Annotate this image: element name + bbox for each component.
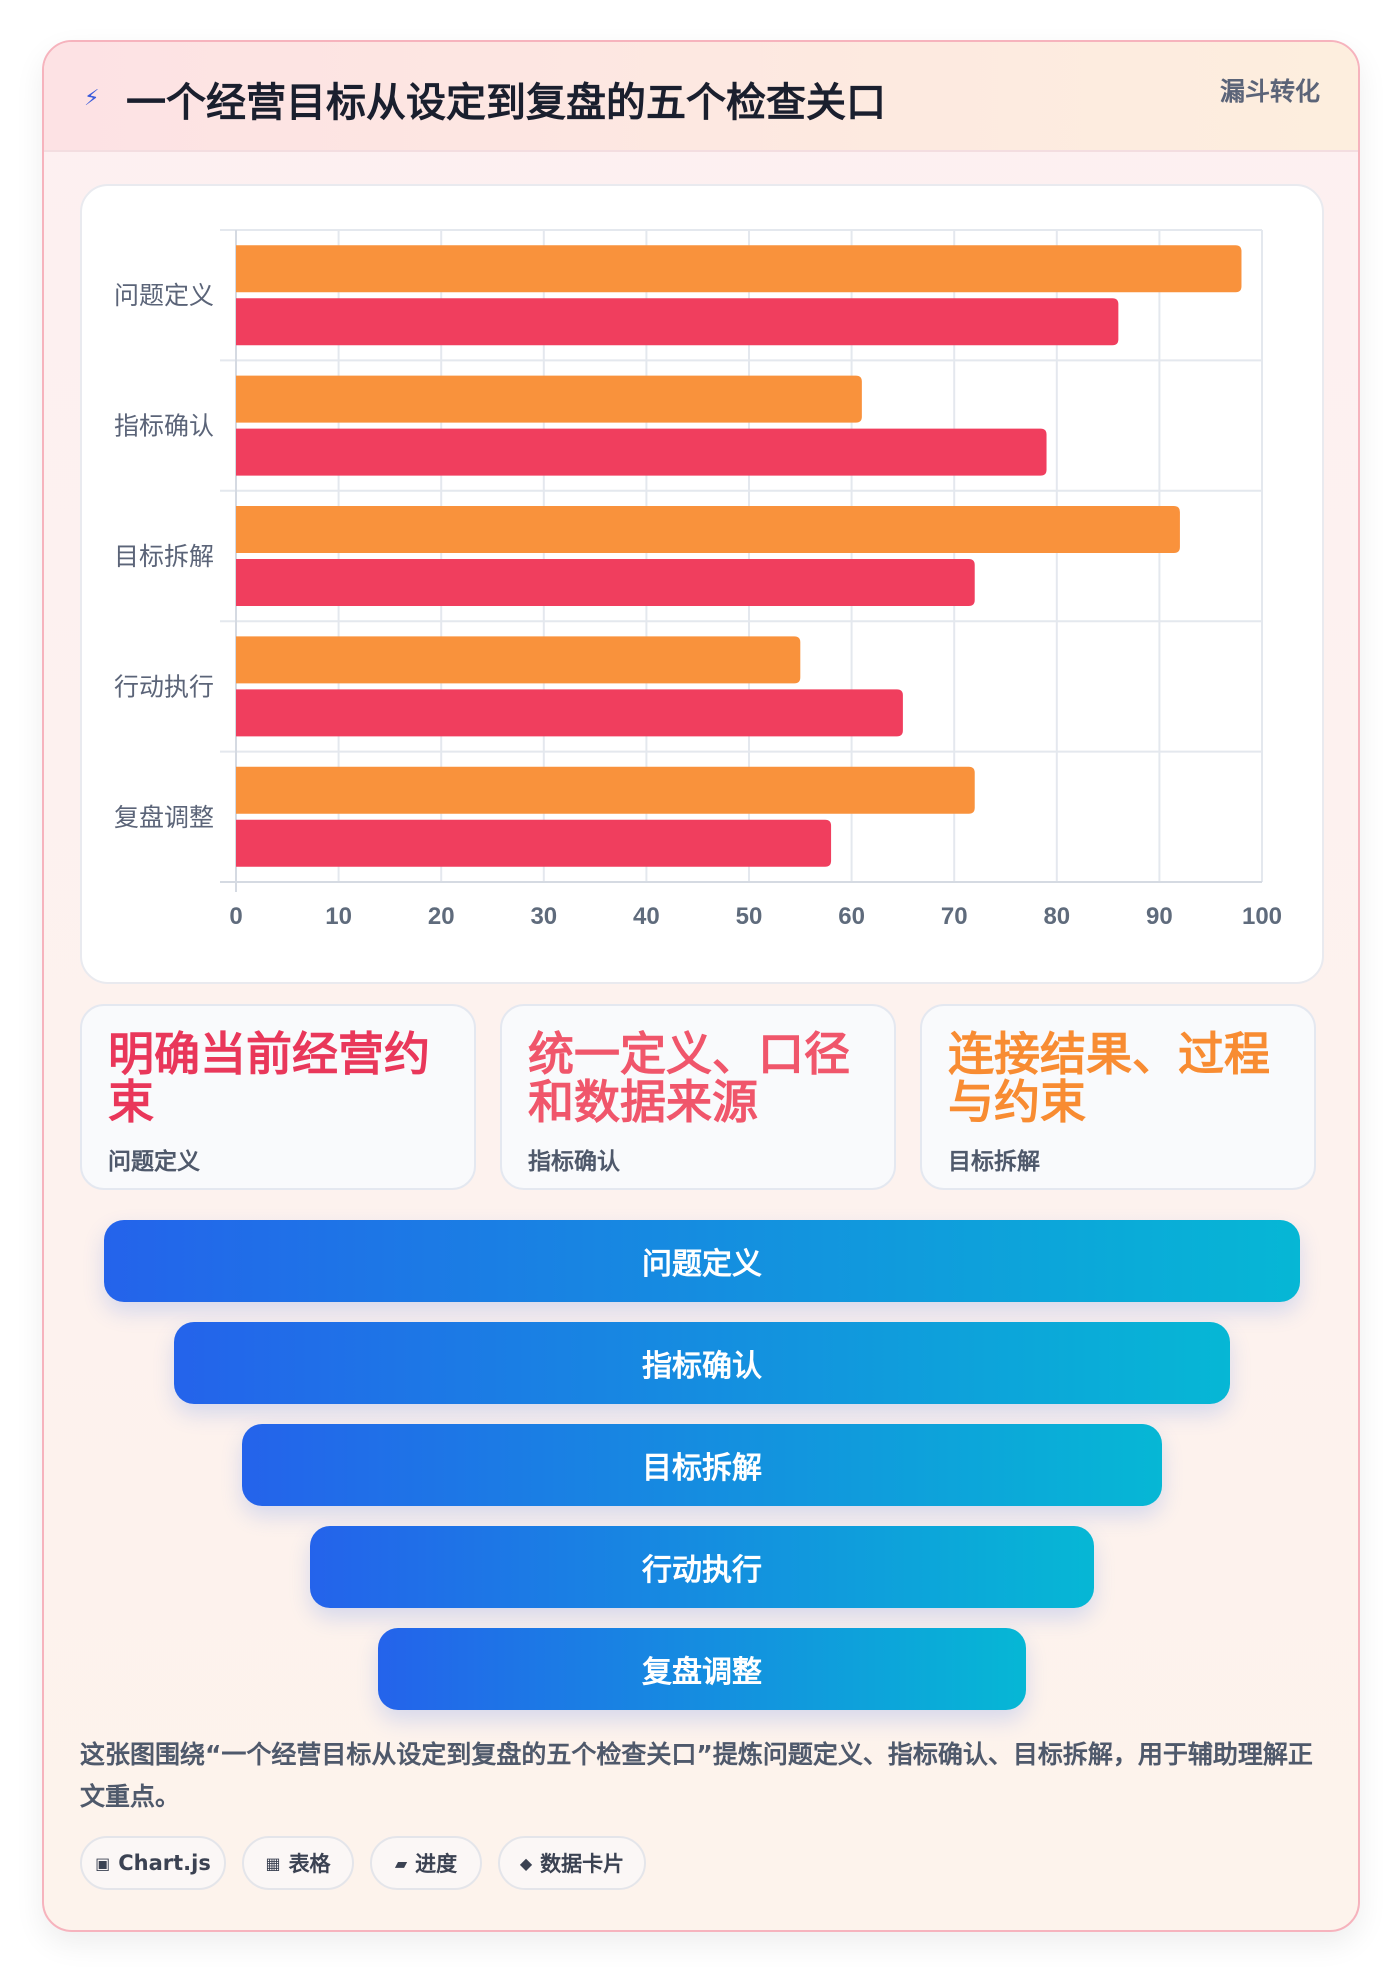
lightning-icon: ⚡ [84, 86, 100, 111]
progress-icon: ▰ [394, 1853, 408, 1873]
bar-指标确认-series-2 [236, 428, 1047, 476]
stat-value: 明确当前经营约束 [108, 1027, 430, 1129]
tick-label: 20 [428, 903, 455, 930]
funnel-step-5: 复盘调整 [378, 1628, 1026, 1710]
stat-card-2: 统一定义、口径和数据来源 指标确认 [500, 1004, 896, 1190]
bar-问题定义-series-1 [236, 245, 1242, 293]
stat-label: 指标确认 [528, 1149, 620, 1175]
header: ⚡ 一个经营目标从设定到复盘的五个检查关口 漏斗转化 [44, 42, 1358, 152]
tick-label: 50 [736, 903, 763, 930]
bar-复盘调整-series-1 [236, 766, 975, 814]
funnel-step-4: 行动执行 [310, 1526, 1094, 1608]
diamond-icon: ◆ [519, 1853, 533, 1873]
funnel-label: 问题定义 [642, 1247, 762, 1282]
tick-label: 0 [229, 903, 242, 930]
funnel-step-2: 指标确认 [174, 1322, 1230, 1404]
bar-目标拆解-series-1 [236, 506, 1180, 553]
stat-label: 目标拆解 [948, 1149, 1040, 1175]
category-label: 目标拆解 [114, 542, 214, 571]
stat-card-3: 连接结果、过程与约束 目标拆解 [920, 1004, 1316, 1190]
category-badge: 漏斗转化 [1219, 77, 1320, 106]
tag-label: 进度 [415, 1852, 458, 1876]
tick-label: 70 [941, 903, 968, 930]
tick-label: 10 [325, 903, 352, 930]
tag-chartjs[interactable]: ▣ Chart.js [80, 1836, 226, 1890]
tag-progress[interactable]: ▰ 进度 [370, 1836, 482, 1890]
category-label: 指标确认 [114, 412, 214, 441]
tag-data-card[interactable]: ◆ 数据卡片 [498, 1836, 646, 1890]
stat-label: 问题定义 [108, 1149, 200, 1175]
funnel-label: 目标拆解 [642, 1451, 762, 1486]
tag-label: 表格 [288, 1852, 331, 1876]
funnel-label: 行动执行 [642, 1553, 762, 1588]
tick-label: 90 [1146, 903, 1173, 930]
tick-label: 30 [530, 903, 557, 930]
chart-panel: 问题定义指标确认目标拆解行动执行复盘调整 0 10 20 30 40 50 60 70 80 90 1… [80, 184, 1324, 984]
bar-复盘调整-series-2 [236, 819, 832, 867]
infographic-card: ⚡ 一个经营目标从设定到复盘的五个检查关口 漏斗转化 问题定义 指标确认 目标拆解行… [42, 40, 1360, 1932]
tag-label: Chart.js [118, 1851, 211, 1875]
funnel-label: 指标确认 [642, 1349, 762, 1384]
chart-icon: ▣ [95, 1853, 111, 1873]
funnel-step-1: 问题定义 [104, 1220, 1300, 1302]
stat-value: 连接结果、过程与约束 [948, 1027, 1270, 1129]
tick-label: 80 [1043, 903, 1070, 930]
bar-行动执行-series-1 [236, 636, 801, 684]
tag-label: 数据卡片 [540, 1852, 625, 1876]
tick-label: 40 [633, 903, 660, 930]
description: 这张图围绕“一个经营目标从设定到复盘的五个检查关口”提炼问题定义、指标确认、目标… [80, 1740, 1313, 1811]
bar-指标确认-series-1 [236, 375, 862, 423]
table-icon: ▦ [265, 1853, 281, 1873]
category-label: 问题定义 [114, 281, 214, 310]
category-label: 行动执行 [114, 672, 214, 701]
category-label: 复盘调整 [114, 803, 214, 832]
bar-目标拆解-series-2 [236, 559, 975, 606]
bar-问题定义-series-2 [236, 298, 1119, 346]
funnel-step-3: 目标拆解 [242, 1424, 1162, 1506]
tick-label: 60 [838, 903, 865, 930]
bar-行动执行-series-2 [236, 689, 903, 737]
tick-label: 100 [1242, 903, 1282, 930]
funnel-label: 复盘调整 [642, 1655, 762, 1690]
stat-value: 统一定义、口径和数据来源 [528, 1027, 850, 1129]
page-title: 一个经营目标从设定到复盘的五个检查关口 [126, 80, 886, 126]
stat-card-1: 明确当前经营约束 问题定义 [80, 1004, 476, 1190]
tag-table[interactable]: ▦ 表格 [242, 1836, 354, 1890]
